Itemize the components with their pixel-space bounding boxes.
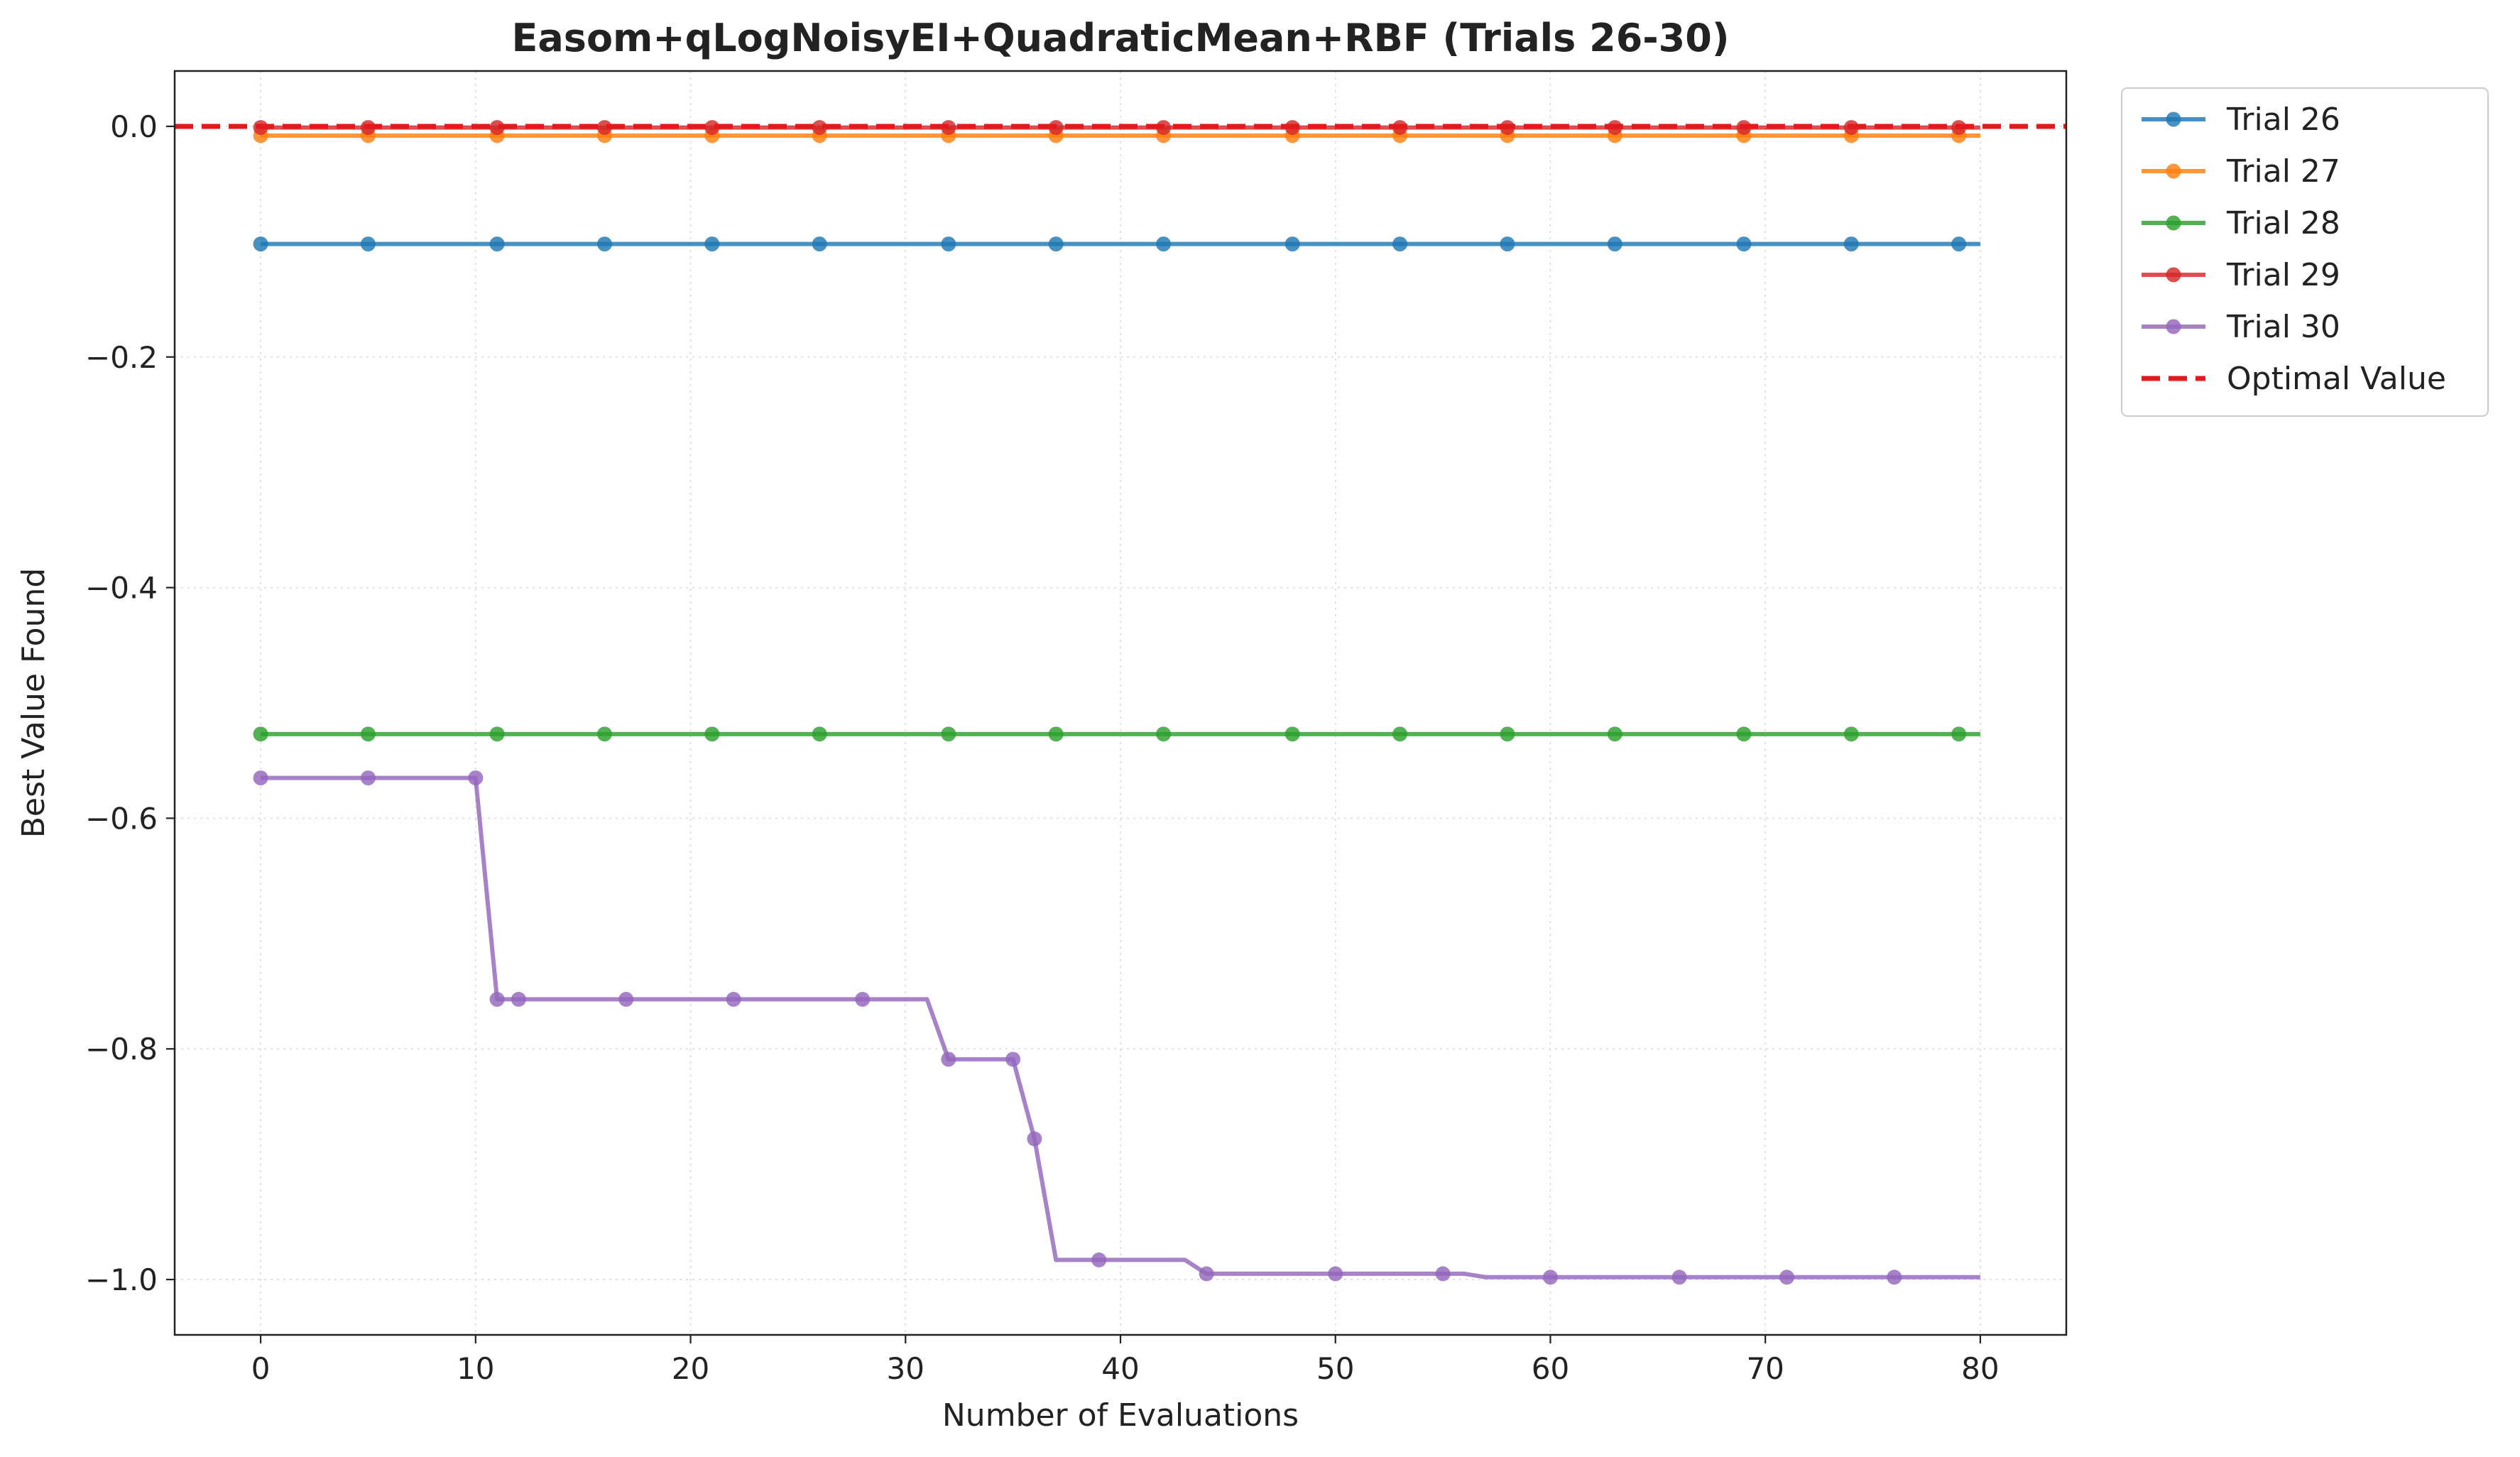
x-axis-label: Number of Evaluations	[942, 1397, 1299, 1434]
data-point	[1500, 236, 1515, 252]
data-point	[1027, 1131, 1042, 1147]
legend-label: Trial 26	[2226, 102, 2340, 138]
data-point	[596, 120, 612, 136]
data-point	[812, 726, 827, 742]
series-3	[253, 726, 1980, 742]
data-point	[855, 991, 871, 1007]
y-tick-label: 0.0	[110, 109, 158, 144]
data-point	[1392, 726, 1408, 742]
data-point	[1156, 236, 1172, 252]
data-point	[253, 726, 268, 742]
data-point	[360, 770, 376, 786]
data-point	[618, 991, 634, 1007]
legend-label: Trial 30	[2226, 309, 2340, 345]
legend-swatch-marker	[2166, 111, 2181, 127]
data-point	[1156, 726, 1172, 742]
legend-entry: Optimal Value	[2142, 361, 2446, 397]
series-1	[253, 236, 1980, 252]
legend-entry: Trial 28	[2142, 205, 2340, 241]
data-point	[596, 236, 612, 252]
data-point	[941, 1052, 956, 1067]
x-tick-label: 60	[1532, 1351, 1569, 1386]
data-point	[1779, 1270, 1794, 1285]
data-point	[1736, 726, 1752, 742]
legend-swatch-marker	[2166, 163, 2181, 179]
data-point	[253, 236, 268, 252]
data-point	[1284, 236, 1300, 252]
data-point	[253, 770, 268, 786]
x-tick-label: 40	[1101, 1351, 1139, 1386]
data-point	[360, 236, 376, 252]
data-point	[1005, 1052, 1021, 1067]
x-tick-label: 10	[457, 1351, 494, 1386]
data-point	[489, 991, 505, 1007]
data-point	[704, 120, 720, 136]
data-point	[511, 991, 526, 1007]
data-point	[1607, 726, 1622, 742]
x-tick-label: 0	[251, 1351, 271, 1386]
data-point	[1091, 1252, 1107, 1267]
legend-label: Trial 29	[2226, 257, 2340, 293]
data-point	[489, 236, 505, 252]
x-tick-label: 50	[1316, 1351, 1354, 1386]
y-tick-label: −1.0	[85, 1262, 158, 1297]
data-point	[1671, 1270, 1687, 1285]
data-point	[1284, 726, 1300, 742]
data-point	[1607, 236, 1622, 252]
data-point	[1887, 1270, 1902, 1285]
data-point	[1048, 236, 1064, 252]
data-point	[941, 726, 956, 742]
legend-entry: Trial 27	[2142, 153, 2340, 190]
data-point	[1951, 726, 1967, 742]
data-point	[726, 991, 741, 1007]
y-tick-label: −0.4	[85, 571, 158, 606]
y-tick-label: −0.6	[85, 801, 158, 836]
data-point	[941, 236, 956, 252]
data-point	[1392, 236, 1408, 252]
data-point	[360, 726, 376, 742]
data-point	[1500, 726, 1515, 742]
data-point	[489, 120, 505, 136]
data-point	[468, 770, 484, 786]
y-tick-label: −0.8	[85, 1032, 158, 1066]
legend-swatch-marker	[2166, 215, 2181, 231]
legend-swatch-marker	[2166, 319, 2181, 334]
legend-entry: Trial 30	[2142, 309, 2340, 345]
data-point	[596, 726, 612, 742]
chart-title: Easom+qLogNoisyEI+QuadraticMean+RBF (Tri…	[511, 16, 1729, 60]
data-point	[812, 120, 827, 136]
data-point	[1542, 1270, 1558, 1285]
legend-box	[2121, 87, 2489, 417]
data-point	[1328, 1266, 1343, 1282]
data-point	[1435, 1266, 1451, 1282]
y-tick-label: −0.2	[85, 340, 158, 375]
data-point	[1843, 236, 1859, 252]
legend-label: Optimal Value	[2227, 361, 2446, 397]
axis-ticks: 0 10 20 30 40 50 60 70 80 0.0 −0.2 −0.4 −0.6 −0.8 −1.0	[85, 109, 2000, 1386]
x-tick-label: 20	[672, 1351, 709, 1386]
data-point	[1951, 236, 1967, 252]
y-axis-label: Best Value Found	[16, 568, 52, 839]
data-point	[489, 726, 505, 742]
legend: Trial 26 Trial 27 Trial 28 Trial 29 Trial 30…	[2121, 87, 2489, 417]
legend-entry: Trial 26	[2142, 102, 2340, 138]
data-point	[1199, 1266, 1214, 1282]
data-point	[704, 236, 720, 252]
legend-entry: Trial 29	[2142, 257, 2340, 293]
x-tick-label: 30	[887, 1351, 924, 1386]
legend-label: Trial 28	[2226, 205, 2340, 241]
data-point	[1843, 726, 1859, 742]
data-point	[1048, 726, 1064, 742]
data-point	[704, 726, 720, 742]
data-point	[1736, 236, 1752, 252]
data-point	[812, 236, 827, 252]
legend-swatch-marker	[2166, 267, 2181, 283]
series-5	[253, 770, 1980, 1285]
legend-label: Trial 27	[2226, 153, 2340, 190]
x-tick-label: 70	[1746, 1351, 1784, 1386]
x-tick-label: 80	[1961, 1351, 1999, 1386]
